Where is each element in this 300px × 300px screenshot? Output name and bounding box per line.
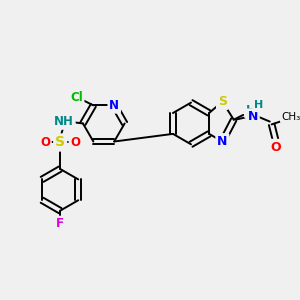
Text: Cl: Cl xyxy=(70,91,83,104)
Text: O: O xyxy=(40,136,50,149)
Text: H: H xyxy=(254,100,263,110)
Text: S: S xyxy=(218,95,227,108)
Text: CH₃: CH₃ xyxy=(281,112,300,122)
Text: O: O xyxy=(270,141,281,154)
Text: H: H xyxy=(246,104,256,117)
Text: N: N xyxy=(217,135,228,148)
Text: N: N xyxy=(248,110,258,123)
Text: N: N xyxy=(109,99,119,112)
Text: O: O xyxy=(70,136,80,149)
Text: NH: NH xyxy=(54,115,74,128)
Text: S: S xyxy=(55,135,65,149)
Text: F: F xyxy=(56,218,64,230)
